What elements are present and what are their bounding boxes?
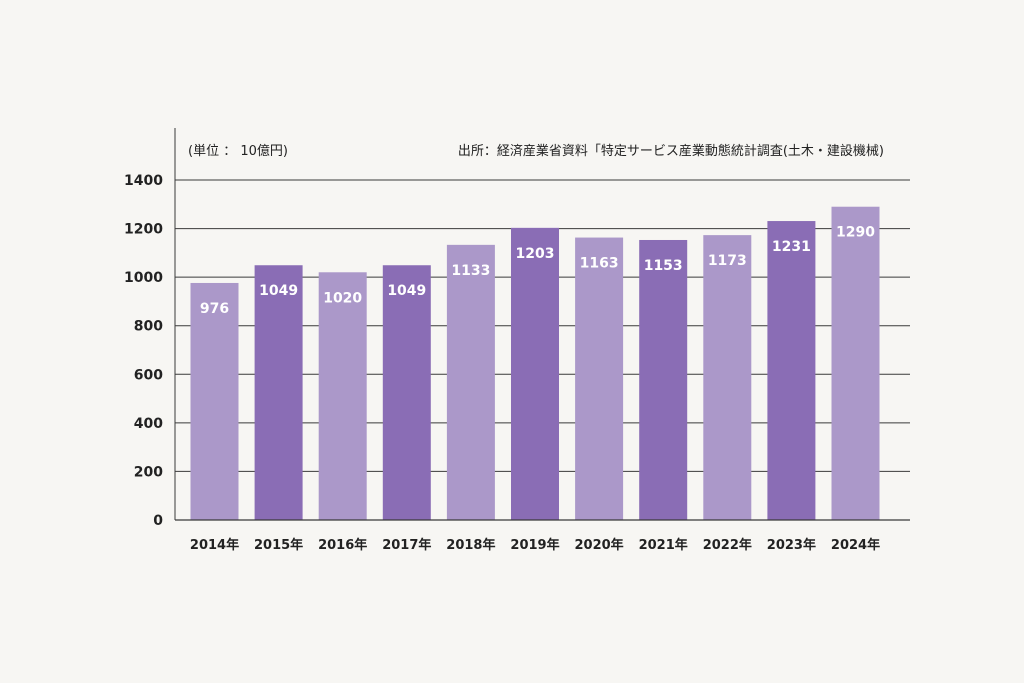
bar-2019年 bbox=[511, 227, 559, 521]
x-tick-label-2017年: 2017年 bbox=[382, 537, 431, 553]
bar-2024年 bbox=[831, 206, 880, 520]
y-tick-label-800: 800 bbox=[134, 319, 163, 335]
value-label-2019年: 1203 bbox=[516, 246, 555, 262]
value-label-2015年: 1049 bbox=[259, 283, 298, 299]
value-label-2021年: 1153 bbox=[644, 258, 683, 274]
y-tick-label-1400: 1400 bbox=[124, 173, 163, 189]
x-tick-label-2018年: 2018年 bbox=[446, 537, 495, 553]
y-tick-label-200: 200 bbox=[134, 464, 163, 480]
y-tick-label-0: 0 bbox=[153, 513, 163, 529]
y-tick-label-400: 400 bbox=[134, 416, 163, 432]
value-label-2024年: 1290 bbox=[836, 225, 875, 241]
x-tick-label-2019年: 2019年 bbox=[510, 537, 559, 553]
bar-2022年 bbox=[703, 235, 752, 520]
bar-2017年 bbox=[382, 265, 431, 520]
bar-2018年 bbox=[446, 244, 495, 521]
x-tick-label-2014年: 2014年 bbox=[190, 537, 239, 553]
value-label-2018年: 1133 bbox=[451, 263, 490, 279]
x-tick-label-2024年: 2024年 bbox=[831, 537, 880, 553]
bar-2023年 bbox=[767, 221, 816, 521]
bar-2021年 bbox=[639, 239, 688, 520]
value-label-2014年: 976 bbox=[200, 301, 229, 317]
bars: 976 1049 1020 1049 1133 1203 1163 1153 1173 1231 1… bbox=[190, 206, 880, 521]
x-tick-label-2023年: 2023年 bbox=[767, 537, 816, 553]
value-label-2017年: 1049 bbox=[387, 283, 426, 299]
axes: 0 200 400 600 800 1000 1200 1400 2014年 2015年 2016年… bbox=[124, 128, 910, 553]
source-note: 出所：経済産業省資料「特定サービス産業動態統計調査(土木・建設機械) bbox=[457, 144, 884, 159]
x-tick-label-2020年: 2020年 bbox=[575, 537, 624, 553]
unit-note: (単位 ： 10億円) bbox=[188, 144, 288, 159]
bar-2015年 bbox=[254, 265, 303, 520]
x-tick-label-2021年: 2021年 bbox=[639, 537, 688, 553]
value-label-2023年: 1231 bbox=[772, 239, 811, 255]
value-label-2016年: 1020 bbox=[323, 290, 362, 306]
y-tick-label-600: 600 bbox=[134, 367, 163, 383]
bar-2016年 bbox=[318, 272, 367, 520]
bar-2014年 bbox=[190, 282, 239, 520]
x-tick-label-2015年: 2015年 bbox=[254, 537, 303, 553]
value-label-2020年: 1163 bbox=[580, 256, 619, 272]
y-tick-label-1200: 1200 bbox=[124, 222, 163, 238]
bar-2020年 bbox=[575, 237, 624, 521]
value-label-2022年: 1173 bbox=[708, 253, 747, 269]
y-tick-label-1000: 1000 bbox=[124, 270, 163, 286]
x-tick-label-2016年: 2016年 bbox=[318, 537, 367, 553]
x-tick-label-2022年: 2022年 bbox=[703, 537, 752, 553]
